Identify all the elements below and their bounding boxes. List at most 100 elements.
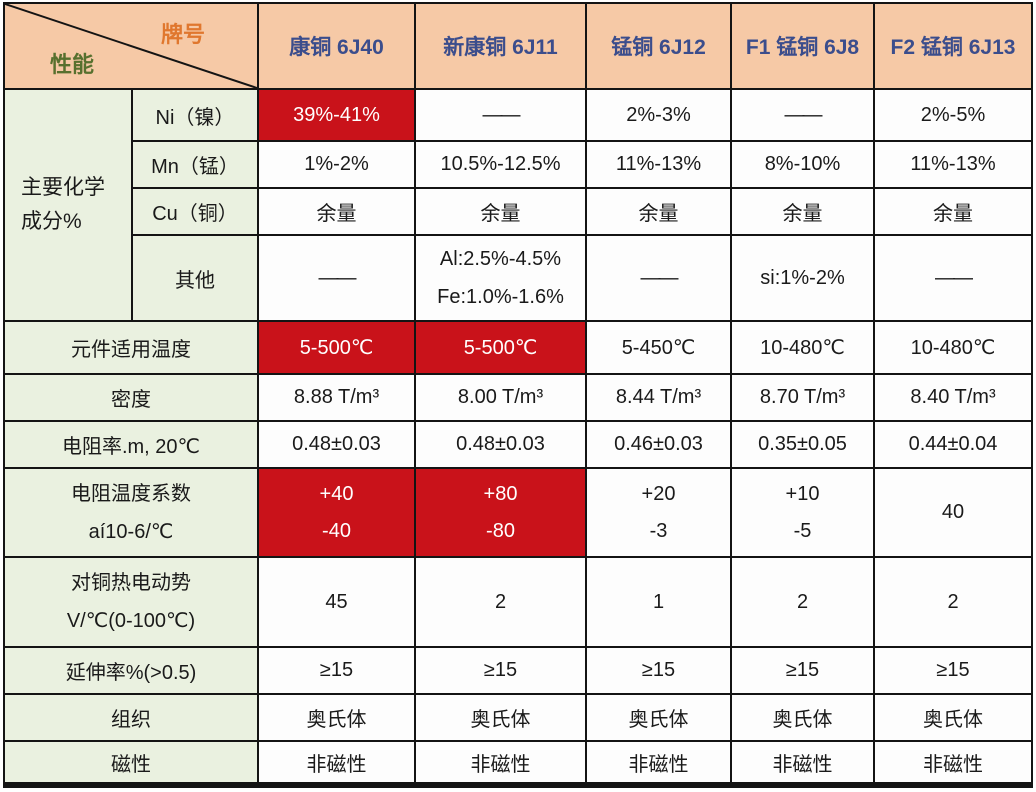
cell-emf-6j11: 2 — [414, 556, 587, 648]
cell-other-6j11-line1: Al:2.5%-4.5% — [439, 248, 562, 270]
cell-elongation-6j40: ≥15 — [257, 646, 416, 695]
cell-elongation-6j13: ≥15 — [873, 646, 1033, 695]
cell-ni-6j11: —— — [414, 88, 587, 142]
cell-tcr-6j12-bottom: -3 — [649, 519, 668, 542]
row-label-tcr: 电阻温度系数 aí10-6/℃ — [3, 467, 259, 558]
cell-tcr-6j40-top: +40 — [319, 482, 354, 505]
row-label-other: 其他 — [131, 234, 259, 322]
cell-tcr-6j40: +40 -40 — [257, 467, 416, 558]
cell-density-6j40: 8.88 T/m³ — [257, 373, 416, 422]
cell-density-6j8: 8.70 T/m³ — [730, 373, 875, 422]
cell-mn-6j12: 11%-13% — [585, 140, 732, 189]
row-label-cu: Cu（铜） — [131, 187, 259, 236]
cell-emf-6j13: 2 — [873, 556, 1033, 648]
alloy-comparison-table: 牌号 性能 康铜 6J40 新康铜 6J11 锰铜 6J12 F1 锰铜 6J8… — [3, 2, 1033, 788]
cell-temp-6j8: 10-480℃ — [730, 320, 875, 375]
column-header-6j11: 新康铜 6J11 — [414, 2, 587, 90]
cell-emf-6j40: 45 — [257, 556, 416, 648]
cell-magnetism-6j13: 非磁性 — [873, 740, 1033, 788]
column-header-6j8: F1 锰铜 6J8 — [730, 2, 875, 90]
cell-tcr-6j8-bottom: -5 — [793, 519, 812, 542]
cell-magnetism-6j40: 非磁性 — [257, 740, 416, 788]
row-label-mn: Mn（锰） — [131, 140, 259, 189]
cell-elongation-6j12: ≥15 — [585, 646, 732, 695]
cell-mn-6j13: 11%-13% — [873, 140, 1033, 189]
cell-structure-6j12: 奥氏体 — [585, 693, 732, 742]
cell-temp-6j40: 5-500℃ — [257, 320, 416, 375]
cell-tcr-6j11-bottom: -80 — [486, 519, 515, 542]
tcr-label-line2: aí10-6/℃ — [88, 520, 174, 543]
column-header-6j12: 锰铜 6J12 — [585, 2, 732, 90]
row-label-magnetism: 磁性 — [3, 740, 259, 788]
cell-resistivity-6j13: 0.44±0.04 — [873, 420, 1033, 469]
cell-structure-6j8: 奥氏体 — [730, 693, 875, 742]
chemistry-label-line1: 主要化学 — [21, 176, 105, 200]
cell-cu-6j8: 余量 — [730, 187, 875, 236]
cell-tcr-6j12-top: +20 — [641, 482, 676, 505]
row-label-ni: Ni（镍） — [131, 88, 259, 142]
cell-other-6j13: —— — [873, 234, 1033, 322]
cell-structure-6j13: 奥氏体 — [873, 693, 1033, 742]
cell-structure-6j40: 奥氏体 — [257, 693, 416, 742]
cell-tcr-6j11-top: +80 — [483, 482, 518, 505]
cell-resistivity-6j11: 0.48±0.03 — [414, 420, 587, 469]
cell-cu-6j40: 余量 — [257, 187, 416, 236]
diagonal-divider — [5, 4, 257, 88]
cell-mn-6j11: 10.5%-12.5% — [414, 140, 587, 189]
cell-mn-6j40: 1%-2% — [257, 140, 416, 189]
tcr-label-line1: 电阻温度系数 — [71, 482, 191, 505]
cell-other-6j8: si:1%-2% — [730, 234, 875, 322]
row-label-emf: 对铜热电动势 V/℃(0-100℃) — [3, 556, 259, 648]
cell-tcr-6j8-top: +10 — [785, 482, 820, 505]
cell-emf-6j12: 1 — [585, 556, 732, 648]
cell-tcr-6j8: +10 -5 — [730, 467, 875, 558]
cell-cu-6j12: 余量 — [585, 187, 732, 236]
cell-ni-6j40: 39%-41% — [257, 88, 416, 142]
cell-magnetism-6j12: 非磁性 — [585, 740, 732, 788]
cell-magnetism-6j11: 非磁性 — [414, 740, 587, 788]
cell-density-6j12: 8.44 T/m³ — [585, 373, 732, 422]
row-label-elongation: 延伸率%(>0.5) — [3, 646, 259, 695]
cell-temp-6j11: 5-500℃ — [414, 320, 587, 375]
cell-other-6j12: —— — [585, 234, 732, 322]
cell-other-6j11-line2: Fe:1.0%-1.6% — [437, 286, 564, 308]
column-header-6j13: F2 锰铜 6J13 — [873, 2, 1033, 90]
cell-ni-6j8: —— — [730, 88, 875, 142]
row-group-chemistry: 主要化学 成分% — [3, 88, 133, 322]
cell-temp-6j13: 10-480℃ — [873, 320, 1033, 375]
cell-structure-6j11: 奥氏体 — [414, 693, 587, 742]
column-header-6j40: 康铜 6J40 — [257, 2, 416, 90]
cell-elongation-6j11: ≥15 — [414, 646, 587, 695]
corner-cell: 牌号 性能 — [3, 2, 259, 90]
cell-density-6j13: 8.40 T/m³ — [873, 373, 1033, 422]
row-label-temperature: 元件适用温度 — [3, 320, 259, 375]
cell-other-6j40: —— — [257, 234, 416, 322]
cell-tcr-6j12: +20 -3 — [585, 467, 732, 558]
emf-label-line2: V/℃(0-100℃) — [66, 610, 196, 632]
cell-tcr-6j40-bottom: -40 — [322, 519, 351, 542]
cell-tcr-6j13: 40 — [873, 467, 1033, 558]
cell-other-6j11: Al:2.5%-4.5% Fe:1.0%-1.6% — [414, 234, 587, 322]
cell-resistivity-6j8: 0.35±0.05 — [730, 420, 875, 469]
corner-label-property: 性能 — [50, 52, 95, 77]
cell-cu-6j11: 余量 — [414, 187, 587, 236]
cell-elongation-6j8: ≥15 — [730, 646, 875, 695]
row-label-resistivity: 电阻率.m, 20℃ — [3, 420, 259, 469]
cell-mn-6j8: 8%-10% — [730, 140, 875, 189]
cell-resistivity-6j40: 0.48±0.03 — [257, 420, 416, 469]
row-label-density: 密度 — [3, 373, 259, 422]
cell-temp-6j12: 5-450℃ — [585, 320, 732, 375]
cell-cu-6j13: 余量 — [873, 187, 1033, 236]
cell-magnetism-6j8: 非磁性 — [730, 740, 875, 788]
cell-ni-6j13: 2%-5% — [873, 88, 1033, 142]
cell-resistivity-6j12: 0.46±0.03 — [585, 420, 732, 469]
chemistry-label-line2: 成分% — [21, 210, 82, 233]
cell-density-6j11: 8.00 T/m³ — [414, 373, 587, 422]
row-label-structure: 组织 — [3, 693, 259, 742]
cell-emf-6j8: 2 — [730, 556, 875, 648]
cell-ni-6j12: 2%-3% — [585, 88, 732, 142]
emf-label-line1: 对铜热电动势 — [71, 572, 191, 594]
corner-label-brand: 牌号 — [160, 22, 205, 47]
cell-tcr-6j11: +80 -80 — [414, 467, 587, 558]
